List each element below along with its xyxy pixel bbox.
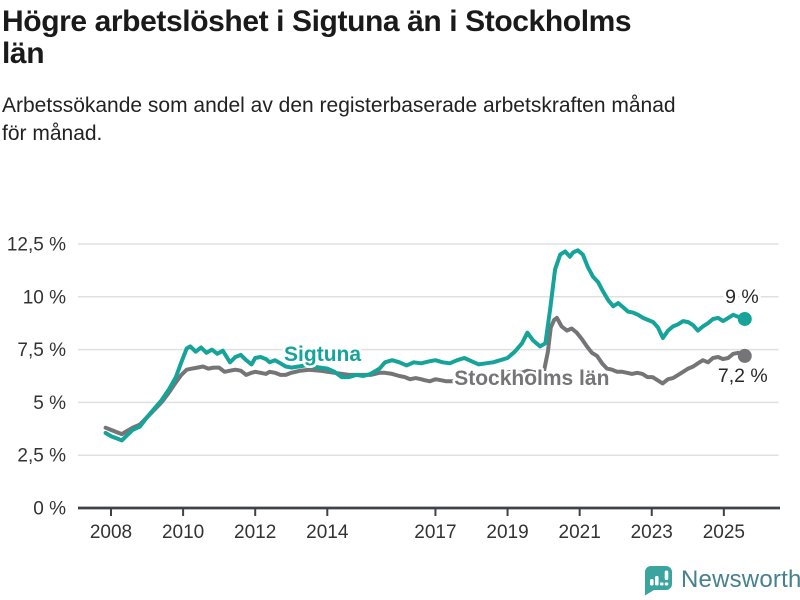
series-label: Stockholms län <box>454 367 609 390</box>
x-tick-label: 2008 <box>90 522 132 543</box>
title-line-2: län <box>2 37 45 70</box>
x-tick-label: 2014 <box>306 522 349 543</box>
y-tick-label: 7,5 % <box>17 340 66 361</box>
chart-subtitle: Arbetssökande som andel av den registerb… <box>2 92 798 148</box>
title-line-1: Högre arbetslöshet i Sigtuna än i Stockh… <box>2 5 632 38</box>
chart-header: Högre arbetslöshet i Sigtuna än i Stockh… <box>2 6 798 148</box>
x-tick-label: 2010 <box>162 522 204 543</box>
page-title: Högre arbetslöshet i Sigtuna än i Stockh… <box>2 6 798 70</box>
subtitle-line-2: för månad. <box>2 122 103 145</box>
y-tick-label: 5 % <box>33 393 66 414</box>
x-tick-label: 2012 <box>234 522 276 543</box>
y-tick-label: 2,5 % <box>17 446 66 467</box>
y-tick-label: 10 % <box>23 287 66 308</box>
brand-name: Newsworthy <box>681 566 800 593</box>
end-value-label: 9 % <box>725 286 759 308</box>
bar-chart-speech-bubble-icon <box>645 566 672 596</box>
end-value-label: 7,2 % <box>718 365 768 387</box>
subtitle-line-1: Arbetssökande som andel av den registerb… <box>2 94 676 117</box>
x-tick-label: 2025 <box>703 522 745 543</box>
y-tick-label: 0 % <box>33 499 66 520</box>
x-tick-label: 2019 <box>486 522 528 543</box>
series-label: Sigtuna <box>284 343 361 366</box>
y-tick-label: 12,5 % <box>7 235 66 256</box>
x-tick-label: 2021 <box>559 522 601 543</box>
series-end-dot <box>737 311 752 326</box>
series-end-dot <box>737 348 752 363</box>
newsworthy-logo: Newsworthy <box>643 564 800 596</box>
series-line-stockholms-l-n <box>103 315 747 437</box>
series-line-sigtuna <box>103 248 747 443</box>
x-tick-label: 2017 <box>414 522 456 543</box>
x-tick-label: 2023 <box>631 522 673 543</box>
